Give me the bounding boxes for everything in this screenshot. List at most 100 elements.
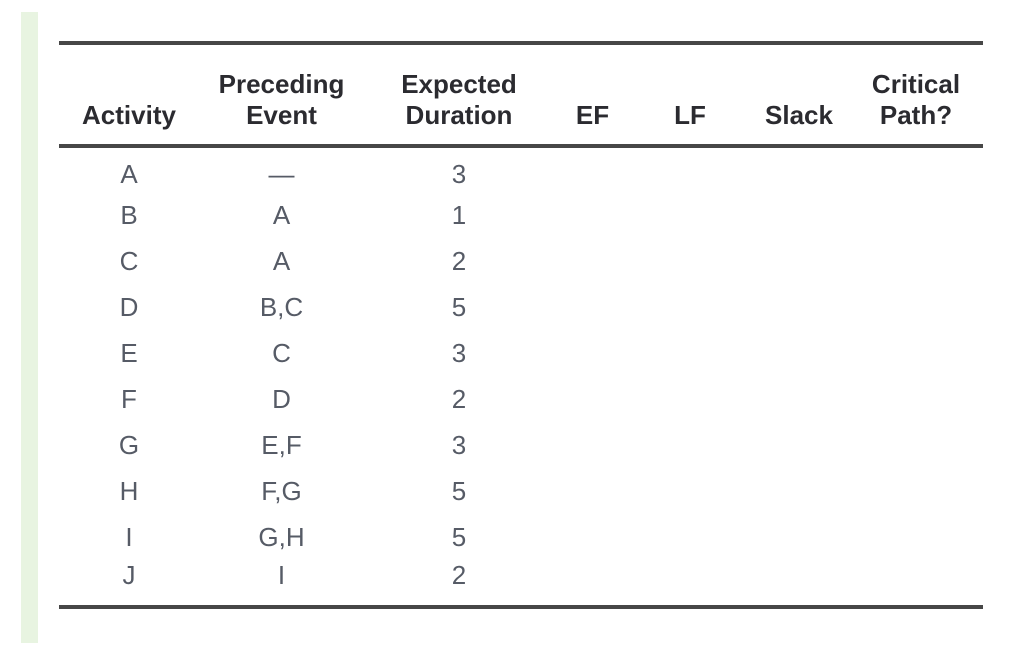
table-header: Activity Preceding Event Expected Durati… — [59, 43, 983, 146]
activity-cell: J — [122, 560, 136, 590]
column-header-lf: LF — [631, 43, 749, 146]
header-line2: Slack — [765, 100, 833, 130]
page-margin-accent-bar — [21, 12, 38, 643]
lf-cell — [631, 468, 749, 514]
duration-cell: 3 — [451, 158, 467, 189]
slack-cell — [749, 514, 849, 560]
column-header-preceding-event: Preceding Event — [199, 43, 364, 146]
duration-cell: 1 — [451, 199, 467, 230]
activity-cell: H — [119, 475, 139, 506]
critical-path-cell — [849, 376, 983, 422]
duration-cell: 3 — [451, 429, 467, 460]
column-header-slack: Slack — [749, 43, 849, 146]
slack-cell — [749, 422, 849, 468]
pert-activity-table: Activity Preceding Event Expected Durati… — [59, 41, 983, 609]
lf-cell — [631, 192, 749, 238]
table-row: A — 3 — [59, 146, 983, 192]
duration-cell: 3 — [451, 337, 467, 368]
slack-cell — [749, 284, 849, 330]
ef-cell — [554, 192, 631, 238]
activity-cell: F — [121, 383, 137, 414]
ef-cell — [554, 330, 631, 376]
duration-cell: 5 — [451, 521, 467, 552]
ef-cell — [554, 146, 631, 192]
slack-cell — [749, 468, 849, 514]
header-line2: Path? — [879, 100, 953, 130]
preceding-event-cell: A — [272, 245, 291, 276]
critical-path-cell — [849, 192, 983, 238]
header-line1: Critical — [871, 69, 961, 99]
column-header-ef: EF — [554, 43, 631, 146]
table-row: D B,C 5 — [59, 284, 983, 330]
preceding-event-cell: E,F — [261, 429, 302, 460]
critical-path-cell — [849, 514, 983, 560]
header-row: Activity Preceding Event Expected Durati… — [59, 43, 983, 146]
preceding-event-cell: I — [277, 560, 286, 590]
header-line1: Expected — [401, 69, 517, 99]
table-row: B A 1 — [59, 192, 983, 238]
slack-cell — [749, 146, 849, 192]
slack-cell — [749, 238, 849, 284]
preceding-event-cell: F,G — [261, 475, 302, 506]
activity-cell: E — [120, 337, 138, 368]
lf-cell — [631, 422, 749, 468]
column-header-activity: Activity — [59, 43, 199, 146]
ef-cell — [554, 514, 631, 560]
duration-cell: 2 — [451, 383, 467, 414]
ef-cell — [554, 560, 631, 607]
ef-cell — [554, 238, 631, 284]
slack-cell — [749, 192, 849, 238]
lf-cell — [631, 330, 749, 376]
table-row: E C 3 — [59, 330, 983, 376]
critical-path-cell — [849, 560, 983, 607]
header-line2: LF — [674, 100, 706, 130]
table-row: C A 2 — [59, 238, 983, 284]
lf-cell — [631, 284, 749, 330]
slack-cell — [749, 330, 849, 376]
critical-path-cell — [849, 238, 983, 284]
critical-path-cell — [849, 422, 983, 468]
activity-cell: D — [119, 291, 139, 322]
activity-cell: I — [125, 521, 133, 552]
header-line2: EF — [575, 100, 610, 130]
lf-cell — [631, 514, 749, 560]
preceding-event-cell: G,H — [258, 521, 305, 552]
activity-cell: A — [120, 158, 138, 189]
critical-path-cell — [849, 146, 983, 192]
activity-cell: C — [119, 245, 139, 276]
table-row: G E,F 3 — [59, 422, 983, 468]
critical-path-cell — [849, 330, 983, 376]
slack-cell — [749, 376, 849, 422]
header-line2: Activity — [82, 100, 176, 130]
lf-cell — [631, 146, 749, 192]
critical-path-cell — [849, 468, 983, 514]
activity-cell: B — [120, 199, 138, 230]
preceding-event-cell: D — [272, 383, 291, 414]
column-header-critical-path: Critical Path? — [849, 43, 983, 146]
slack-cell — [749, 560, 849, 607]
ef-cell — [554, 422, 631, 468]
lf-cell — [631, 376, 749, 422]
ef-cell — [554, 376, 631, 422]
table-body: A — 3 B A 1 C A 2 — [59, 146, 983, 607]
ef-cell — [554, 284, 631, 330]
duration-cell: 2 — [451, 560, 467, 590]
table-row: J I 2 — [59, 560, 983, 607]
preceding-event-cell: C — [272, 337, 291, 368]
table-row: I G,H 5 — [59, 514, 983, 560]
duration-cell: 2 — [451, 245, 467, 276]
preceding-event-cell: B,C — [259, 291, 304, 322]
ef-cell — [554, 468, 631, 514]
lf-cell — [631, 560, 749, 607]
preceding-event-cell: — — [268, 158, 295, 189]
header-line2: Duration — [405, 100, 513, 130]
header-line1: Preceding — [218, 69, 345, 99]
critical-path-cell — [849, 284, 983, 330]
column-header-expected-duration: Expected Duration — [364, 43, 554, 146]
preceding-event-cell: A — [272, 199, 291, 230]
activity-cell: G — [118, 429, 140, 460]
table-row: H F,G 5 — [59, 468, 983, 514]
table-row: F D 2 — [59, 376, 983, 422]
header-line2: Event — [246, 100, 317, 130]
